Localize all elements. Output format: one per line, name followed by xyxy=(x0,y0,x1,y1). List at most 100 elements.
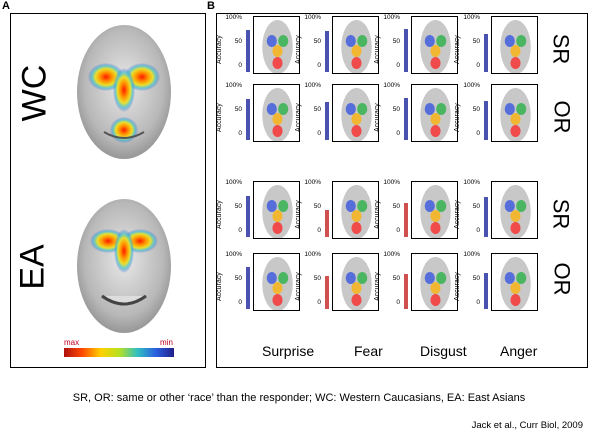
y-tick-label: 100% xyxy=(304,14,321,21)
accuracy-cell: 100% 50 0 Accuracy xyxy=(374,82,460,144)
accuracy-cell: 100% 50 0 Accuracy xyxy=(454,179,540,241)
y-tick-label: 50 xyxy=(392,203,400,210)
accuracy-bar xyxy=(484,196,488,237)
accuracy-bar xyxy=(404,274,408,309)
y-tick-label: 100% xyxy=(304,179,321,186)
face-thumbnail xyxy=(253,84,300,142)
face-thumbnail xyxy=(332,84,379,142)
row-label-sr-1: SR xyxy=(548,33,574,65)
y-tick-label: 0 xyxy=(238,130,242,137)
accuracy-cell: 100% 50 0 Accuracy xyxy=(295,179,381,241)
y-axis-label: Accuracy xyxy=(295,35,302,64)
accuracy-cell: 100% 50 0 Accuracy xyxy=(454,14,540,76)
y-axis-label: Accuracy xyxy=(216,272,223,301)
y-tick-label: 50 xyxy=(234,38,242,45)
face-thumbnail xyxy=(332,181,379,239)
y-axis-label: Accuracy xyxy=(295,272,302,301)
y-axis-label: Accuracy xyxy=(454,35,461,64)
y-tick-label: 0 xyxy=(317,299,321,306)
accuracy-bar xyxy=(404,28,408,72)
y-axis-label: Accuracy xyxy=(374,103,381,132)
accuracy-bar xyxy=(404,203,408,237)
face-thumbnail xyxy=(411,181,458,239)
accuracy-bar xyxy=(325,276,329,309)
accuracy-bar xyxy=(325,30,329,72)
y-tick-label: 0 xyxy=(396,62,400,69)
y-tick-label: 100% xyxy=(463,179,480,186)
y-tick-label: 50 xyxy=(313,106,321,113)
accuracy-cell: 100% 50 0 Accuracy xyxy=(216,82,302,144)
accuracy-bar xyxy=(325,101,329,140)
accuracy-cell: 100% 50 0 Accuracy xyxy=(295,251,381,313)
face-thumbnail xyxy=(411,253,458,311)
y-axis-label: Accuracy xyxy=(295,103,302,132)
accuracy-cell: 100% 50 0 Accuracy xyxy=(374,14,460,76)
y-tick-label: 0 xyxy=(476,62,480,69)
y-axis-label: Accuracy xyxy=(454,200,461,229)
y-tick-label: 0 xyxy=(238,62,242,69)
y-axis-label: Accuracy xyxy=(454,272,461,301)
face-thumbnail xyxy=(491,84,538,142)
face-thumbnail xyxy=(491,181,538,239)
y-tick-label: 0 xyxy=(238,227,242,234)
face-thumbnail xyxy=(411,16,458,74)
panel-a xyxy=(10,13,206,368)
y-tick-label: 50 xyxy=(472,38,480,45)
y-tick-label: 100% xyxy=(304,251,321,258)
accuracy-bar xyxy=(246,195,250,237)
row-label-sr-2: SR xyxy=(548,198,574,230)
y-tick-label: 0 xyxy=(317,62,321,69)
y-tick-label: 0 xyxy=(396,130,400,137)
y-tick-label: 50 xyxy=(472,106,480,113)
y-axis-label: Accuracy xyxy=(374,272,381,301)
face-thumbnail xyxy=(332,16,379,74)
y-tick-label: 50 xyxy=(234,203,242,210)
accuracy-cell: 100% 50 0 Accuracy xyxy=(295,82,381,144)
face-thumbnail xyxy=(253,253,300,311)
accuracy-cell: 100% 50 0 Accuracy xyxy=(454,251,540,313)
y-axis-label: Accuracy xyxy=(216,35,223,64)
emotion-label-anger: Anger xyxy=(500,343,538,359)
y-tick-label: 0 xyxy=(317,227,321,234)
y-axis-label: Accuracy xyxy=(216,200,223,229)
ea-heatmap-face xyxy=(77,199,171,333)
face-thumbnail xyxy=(411,84,458,142)
y-axis-label: Accuracy xyxy=(374,200,381,229)
emotion-label-fear: Fear xyxy=(354,343,383,359)
panel-a-letter: A xyxy=(2,0,10,12)
y-tick-label: 100% xyxy=(463,82,480,89)
accuracy-cell: 100% 50 0 Accuracy xyxy=(454,82,540,144)
face-thumbnail xyxy=(253,181,300,239)
face-thumbnail xyxy=(253,16,300,74)
y-tick-label: 0 xyxy=(476,299,480,306)
y-tick-label: 100% xyxy=(463,14,480,21)
accuracy-bar xyxy=(484,33,488,72)
y-tick-label: 50 xyxy=(234,275,242,282)
face-thumbnail xyxy=(332,253,379,311)
accuracy-cell: 100% 50 0 Accuracy xyxy=(216,251,302,313)
y-tick-label: 100% xyxy=(225,14,242,21)
accuracy-cell: 100% 50 0 Accuracy xyxy=(216,14,302,76)
accuracy-bar xyxy=(246,266,250,309)
accuracy-bar xyxy=(246,29,250,72)
figure-caption: SR, OR: same or other ‘race’ than the re… xyxy=(72,392,526,404)
accuracy-cell: 100% 50 0 Accuracy xyxy=(216,179,302,241)
face-thumbnail xyxy=(491,253,538,311)
y-tick-label: 100% xyxy=(383,14,400,21)
y-tick-label: 50 xyxy=(234,106,242,113)
wc-heatmap-face xyxy=(77,25,171,159)
y-axis-label: Accuracy xyxy=(295,200,302,229)
emotion-label-disgust: Disgust xyxy=(420,343,467,359)
panel-b-letter: B xyxy=(207,0,215,12)
citation: Jack et al., Curr Biol, 2009 xyxy=(471,420,583,431)
row-label-or-1: OR xyxy=(549,100,575,134)
y-tick-label: 100% xyxy=(225,82,242,89)
accuracy-bar xyxy=(484,273,488,309)
y-axis-label: Accuracy xyxy=(216,103,223,132)
y-tick-label: 0 xyxy=(396,227,400,234)
group-label-ea: EA xyxy=(13,244,52,290)
y-tick-label: 50 xyxy=(313,275,321,282)
group-label-wc: WC xyxy=(15,64,54,122)
y-tick-label: 100% xyxy=(304,82,321,89)
accuracy-bar xyxy=(484,100,488,140)
